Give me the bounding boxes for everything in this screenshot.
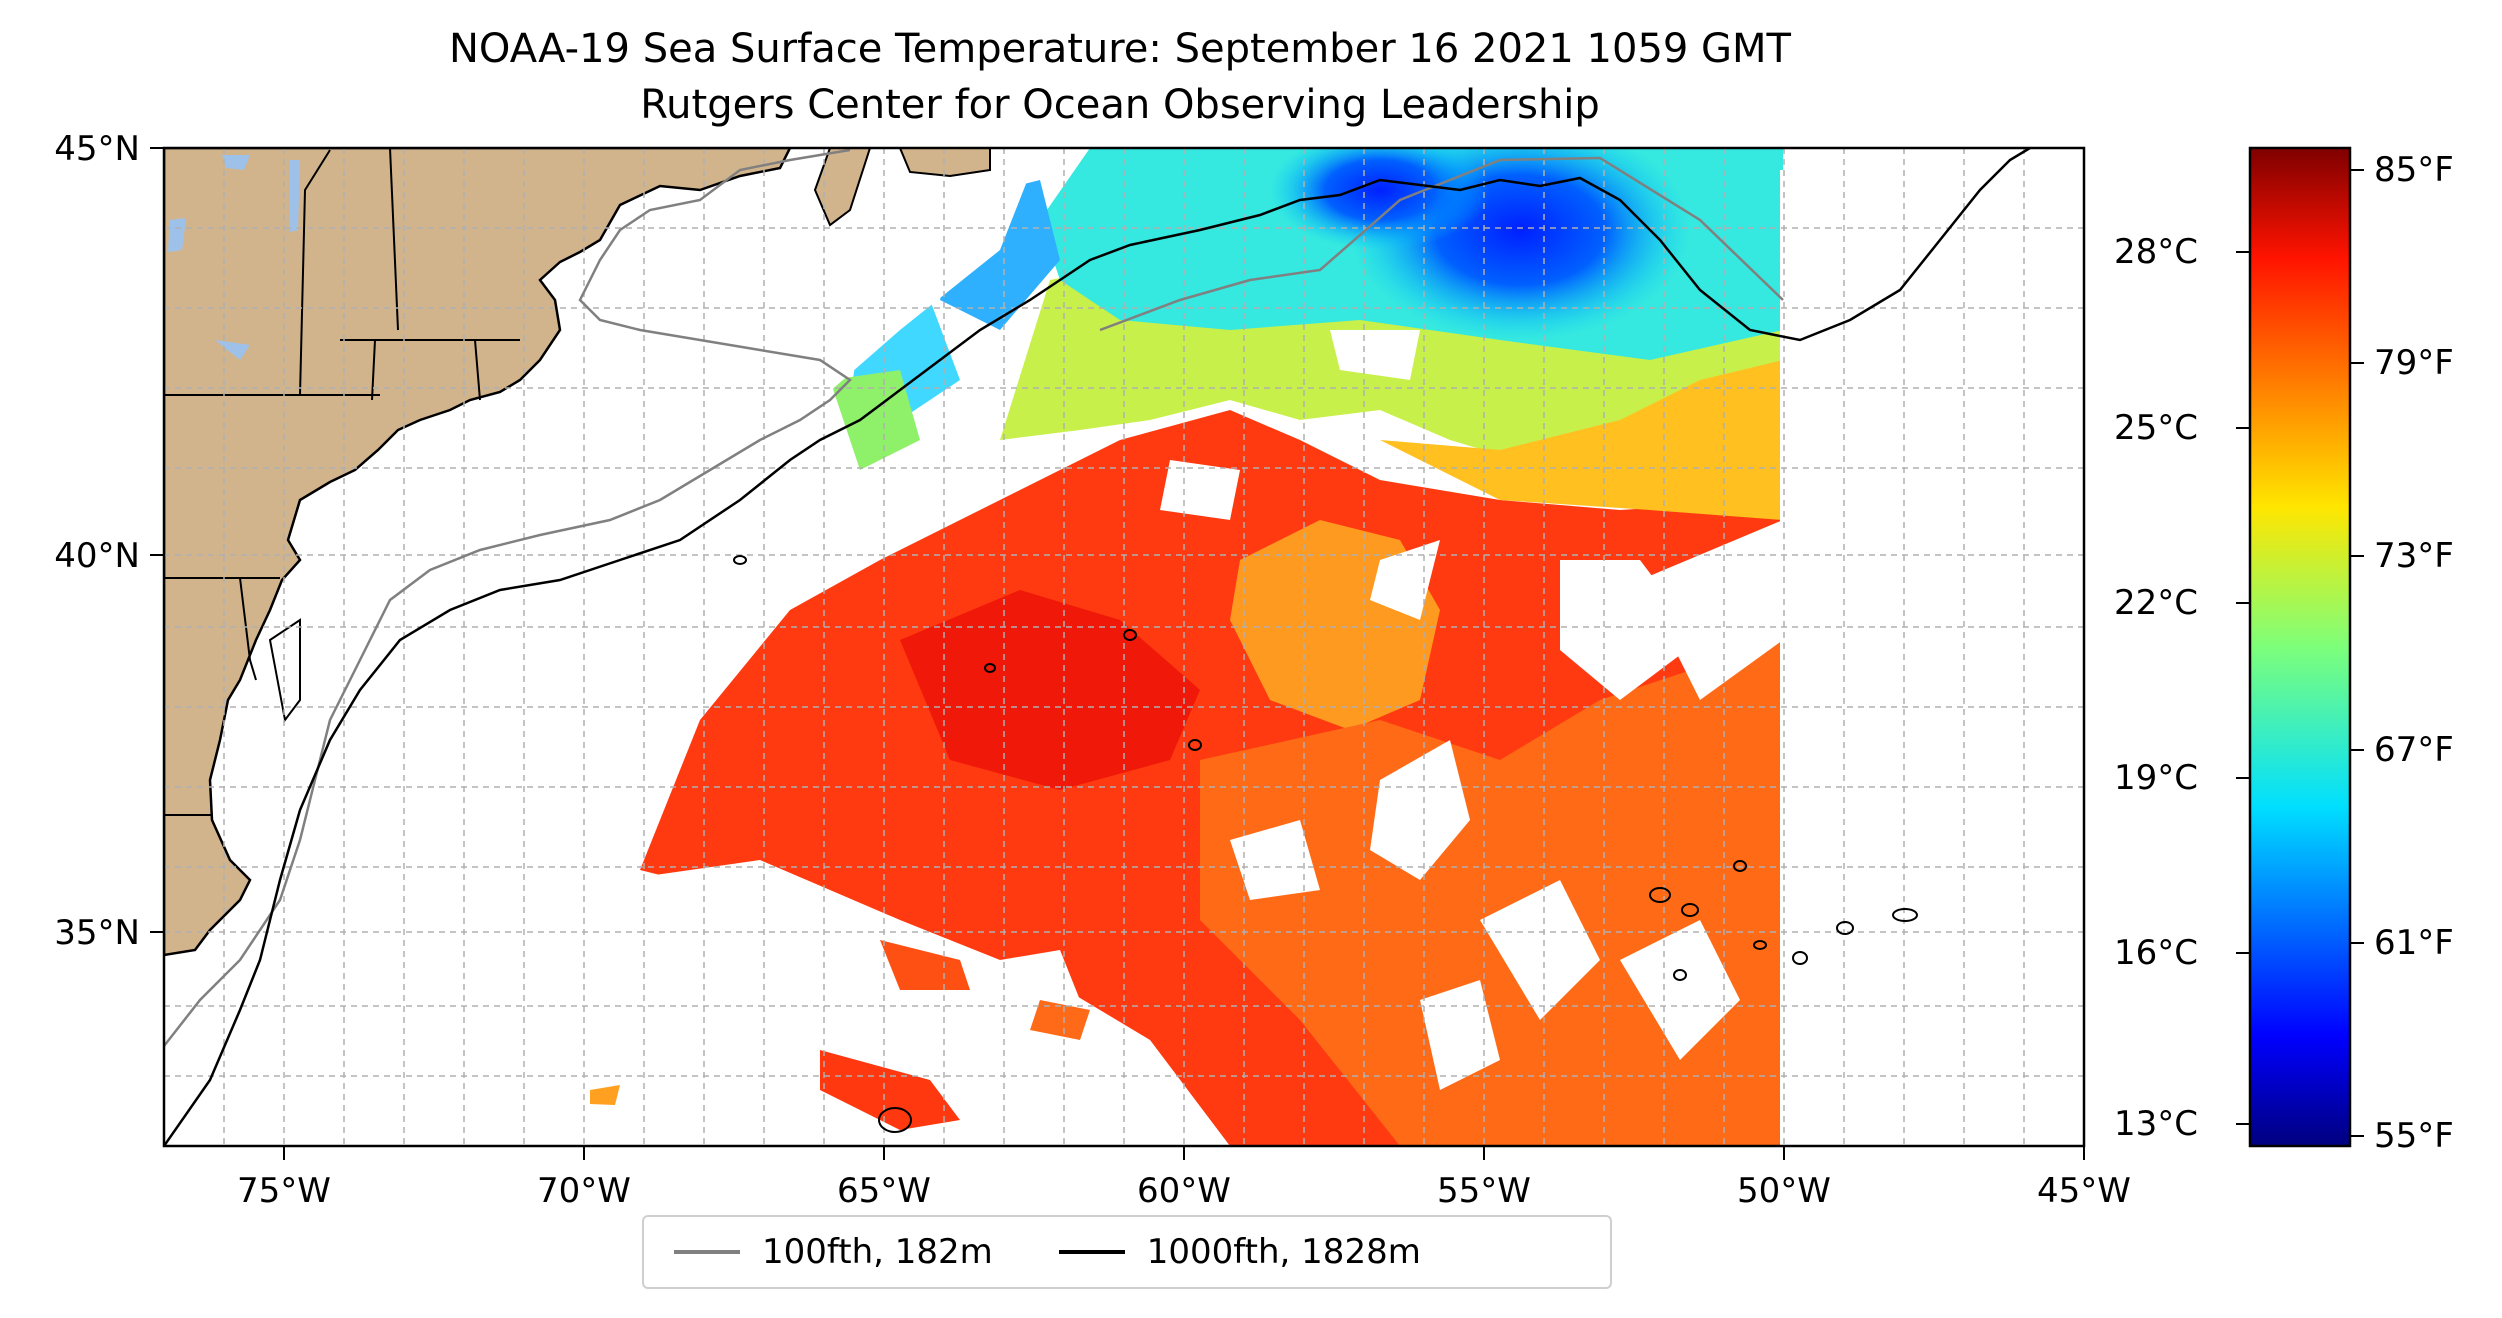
colorbar-fahrenheit-tick: 61°F — [2374, 923, 2454, 963]
x-tick-label: 50°W — [1737, 1171, 1831, 1211]
legend-swatch-black — [1058, 1250, 1125, 1254]
legend-item-1000fth: 1000fth, 1828m — [1058, 1232, 1421, 1272]
legend-item-100fth: 100fth, 182m — [674, 1232, 993, 1272]
map-grid — [164, 148, 2084, 1146]
colorbar — [2248, 146, 2352, 1148]
seamounts — [733, 555, 1918, 1133]
legend: 100fth, 182m 1000fth, 1828m — [642, 1215, 1612, 1289]
colorbar-fahrenheit-tick: 73°F — [2374, 536, 2454, 576]
y-tick-label: 45°N — [54, 129, 140, 169]
y-tick-label: 35°N — [54, 913, 140, 953]
colorbar-fahrenheit-tick: 85°F — [2374, 150, 2454, 190]
legend-label: 100fth, 182m — [762, 1232, 993, 1272]
colorbar-celsius-tick: 19°C — [2114, 758, 2199, 798]
axis-ticks — [150, 147, 2085, 1160]
colorbar-celsius-tick: 16°C — [2114, 933, 2199, 973]
x-tick-label: 75°W — [237, 1171, 331, 1211]
y-tick-label: 40°N — [54, 536, 140, 576]
colorbar-fahrenheit-tick: 79°F — [2374, 343, 2454, 383]
legend-label: 1000fth, 1828m — [1146, 1232, 1421, 1272]
x-tick-label: 60°W — [1137, 1171, 1231, 1211]
map-title: NOAA-19 Sea Surface Temperature: Septemb… — [449, 26, 1791, 72]
legend-swatch-gray — [674, 1250, 740, 1254]
colorbar-fahrenheit-tick: 67°F — [2374, 730, 2454, 770]
map-frame — [162, 146, 2086, 1148]
state-borders — [164, 148, 520, 816]
colorbar-celsius-tick: 13°C — [2114, 1104, 2199, 1144]
sst-patches — [590, 940, 1090, 1130]
isobath-100fth — [164, 148, 1784, 1047]
colorbar-celsius-tick: 22°C — [2114, 583, 2199, 623]
isobath-1000fth — [164, 148, 2031, 1146]
lakes — [168, 155, 300, 360]
x-tick-label: 45°W — [2037, 1171, 2131, 1211]
x-tick-label: 65°W — [837, 1171, 931, 1211]
map-subtitle: Rutgers Center for Ocean Observing Leade… — [640, 82, 1600, 128]
colorbar-fahrenheit-tick: 55°F — [2374, 1116, 2454, 1156]
x-tick-label: 70°W — [537, 1171, 631, 1211]
x-tick-label: 55°W — [1437, 1171, 1531, 1211]
colorbar-celsius-tick: 28°C — [2114, 232, 2199, 272]
colorbar-celsius-tick: 25°C — [2114, 408, 2199, 448]
land — [164, 148, 991, 1146]
colorbar-ticks — [2236, 169, 2364, 1137]
